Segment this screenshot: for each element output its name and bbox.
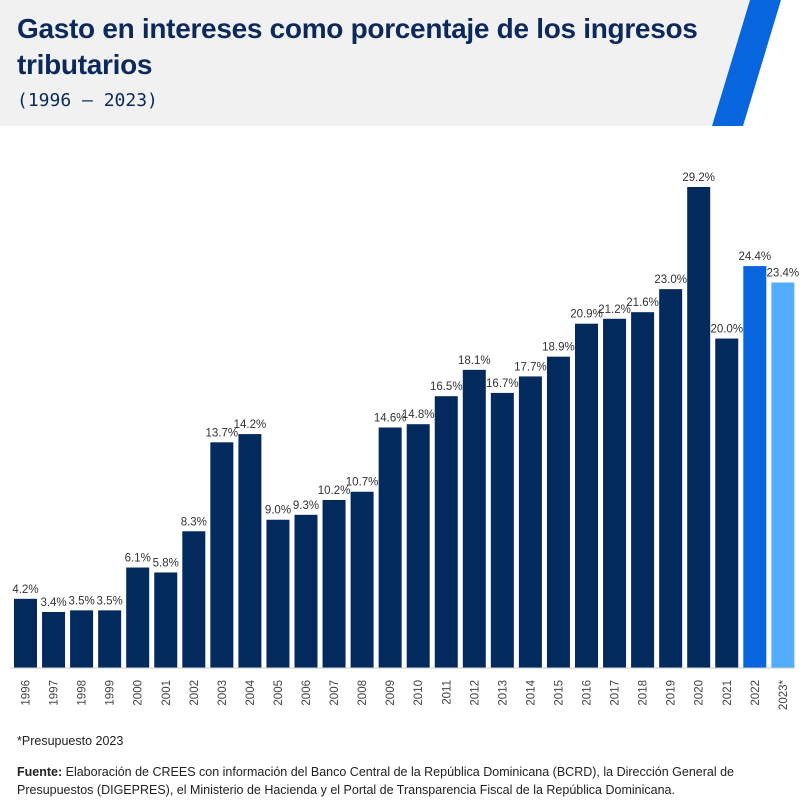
footnote: *Presupuesto 2023: [17, 734, 124, 748]
x-tick-2018: 2018: [638, 680, 650, 706]
data-label-2000: 6.1%: [125, 553, 151, 565]
bar-chart: 4.2%3.4% 3.5% 3.5%6.1% 5.8%8.3%13.7%14.2%9.…: [10, 172, 799, 710]
x-tick-2003: 2003: [217, 680, 229, 706]
x-tick-1999: 1999: [105, 680, 117, 706]
data-label-2003: 13.7%: [206, 427, 239, 439]
x-tick-2002: 2002: [189, 680, 201, 706]
x-tick-2012: 2012: [469, 680, 481, 706]
bar-2010: [406, 424, 430, 668]
source-label: Fuente:: [17, 765, 63, 779]
data-label-2015: 18.9%: [542, 342, 575, 354]
data-label-2021: 20.0%: [710, 324, 743, 336]
x-tick-2005: 2005: [273, 680, 285, 706]
bar-2012: [462, 369, 486, 668]
x-tick-2000: 2000: [133, 680, 145, 706]
bar-1997: [42, 611, 66, 668]
bar-2022: [743, 266, 767, 668]
data-label-2023: 23.4%: [767, 268, 800, 280]
bar-2017: [603, 318, 627, 668]
x-tick-2001: 2001: [161, 680, 173, 706]
x-tick-2004: 2004: [245, 679, 257, 705]
data-label-2020: 29.2%: [682, 172, 715, 184]
data-label-2006: 9.3%: [293, 500, 319, 512]
data-label-2012: 18.1%: [458, 355, 491, 367]
x-tick-2023: 2023*: [778, 679, 790, 710]
data-label-2017: 21.2%: [598, 304, 631, 316]
bar-2009: [378, 427, 402, 668]
bar-2006: [294, 514, 318, 668]
chart-subtitle: (1996 – 2023): [17, 90, 158, 111]
x-tick-2019: 2019: [666, 680, 678, 706]
data-label-2008: 10.7%: [346, 477, 379, 489]
data-label-1999: 3.5%: [97, 595, 123, 607]
bar-2015: [546, 356, 570, 668]
accent-stripe: [712, 0, 781, 126]
bar-2002: [182, 531, 206, 668]
bar-2003: [210, 442, 234, 668]
bar-2018: [631, 312, 655, 668]
bar-2016: [575, 323, 598, 668]
x-tick-2017: 2017: [610, 680, 622, 706]
data-label-2011: 16.5%: [430, 381, 463, 393]
data-label-2016: 20.9%: [570, 309, 603, 321]
bar-2023: [771, 282, 795, 668]
data-label-1997: 3.4%: [40, 597, 66, 609]
data-label-2014: 17.7%: [514, 361, 547, 373]
data-label-2019: 23.0%: [654, 274, 687, 286]
source-text: Elaboración de CREES con información del…: [17, 765, 734, 797]
bar-2001: [154, 572, 178, 668]
header-band: [0, 0, 750, 126]
data-label-2013: 16.7%: [486, 378, 519, 390]
x-tick-1998: 1998: [77, 680, 89, 706]
chart-title: Gasto en intereses como porcentaje de lo…: [17, 13, 698, 80]
x-tick-2009: 2009: [385, 680, 397, 706]
x-tick-2013: 2013: [497, 680, 509, 706]
data-label-1996: 4.2%: [12, 584, 38, 596]
bar-2004: [238, 434, 262, 668]
data-label-2018: 21.6%: [626, 297, 659, 309]
data-label-2002: 8.3%: [181, 516, 207, 528]
x-tick-2010: 2010: [413, 680, 425, 706]
bar-2019: [659, 289, 683, 668]
data-label-2007: 10.2%: [318, 485, 351, 497]
bar-2011: [434, 396, 458, 668]
x-tick-2008: 2008: [357, 680, 369, 706]
x-tick-2022: 2022: [750, 680, 762, 706]
header-background: [0, 0, 781, 126]
bar-1999: [98, 610, 122, 668]
bars-group: [14, 187, 795, 668]
bar-1996: [14, 598, 37, 668]
data-label-2004: 14.2%: [234, 419, 267, 431]
bar-2000: [126, 567, 150, 668]
x-tick-2006: 2006: [301, 680, 313, 706]
data-label-2001: 5.8%: [153, 557, 179, 569]
data-label-2005: 9.0%: [265, 505, 291, 517]
x-tick-1996: 1996: [21, 680, 33, 706]
bar-2021: [715, 338, 739, 668]
bar-2008: [350, 491, 374, 668]
x-tick-2020: 2020: [694, 680, 706, 706]
bar-labels-group: 4.2%3.4% 3.5% 3.5%6.1% 5.8%8.3%13.7%14.2%9.…: [12, 172, 799, 609]
x-tick-2021: 2021: [722, 680, 734, 706]
data-label-1998: 3.5%: [68, 595, 94, 607]
bar-2005: [266, 519, 290, 668]
x-tick-2011: 2011: [441, 680, 453, 705]
bar-2013: [490, 392, 514, 668]
bar-2007: [322, 499, 346, 668]
data-label-2009: 14.6%: [374, 413, 407, 425]
data-label-2022: 24.4%: [738, 251, 771, 263]
x-tick-2007: 2007: [329, 680, 341, 706]
data-label-2010: 14.8%: [402, 409, 435, 421]
x-tick-2015: 2015: [553, 680, 565, 706]
x-tick-2014: 2014: [525, 679, 537, 705]
x-tick-labels-group: 1996 1997 1998 1999 2000 2001 2002 2003 2004 2005…: [21, 679, 790, 710]
x-tick-1997: 1997: [49, 680, 61, 706]
x-tick-2016: 2016: [582, 680, 594, 706]
bar-2014: [518, 376, 542, 668]
bar-2020: [687, 187, 711, 668]
source-note: Fuente: Elaboración de CREES con informa…: [17, 763, 797, 799]
bar-1998: [70, 610, 94, 668]
